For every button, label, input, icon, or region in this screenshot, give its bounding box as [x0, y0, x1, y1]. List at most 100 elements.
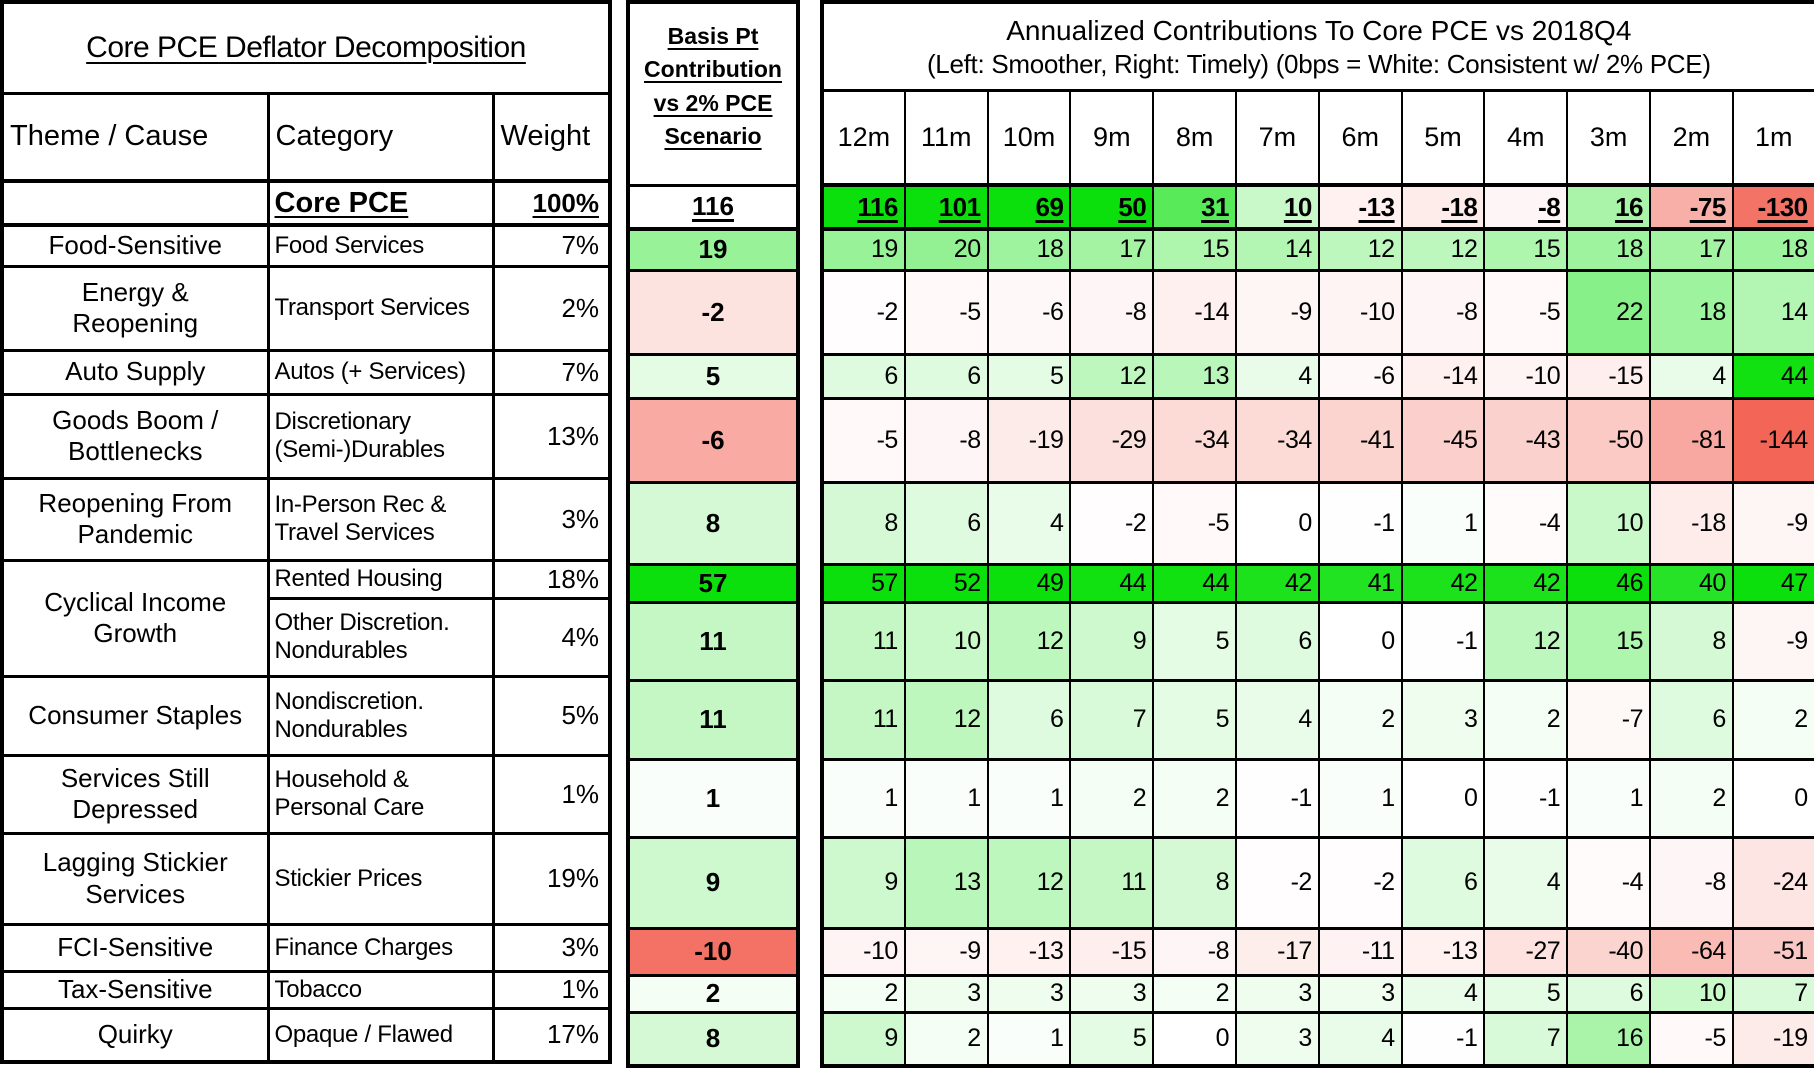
left-header-row: Theme / Cause Category Weight [0, 91, 612, 183]
core-value-cell: 69 [986, 183, 1072, 231]
value-cell: 4 [1235, 352, 1320, 400]
value-cell: -8 [1152, 926, 1237, 977]
basis-row: 1 [626, 757, 800, 839]
basis-row: -10 [626, 926, 800, 977]
theme-cell: Quirky [0, 1006, 270, 1064]
value-cell: 41 [1317, 562, 1403, 604]
value-cell: 1 [1317, 757, 1403, 839]
category-cell: Other Discretion. Nondurables [266, 596, 495, 678]
core-value-cell: -13 [1317, 183, 1403, 231]
value-row: -10 -9 -13 -15 -8 -17 -11 -13 -27 -40 -64 -51 [821, 926, 1814, 977]
value-row: 11 12 6 7 5 4 2 3 2 -7 6 2 [821, 678, 1814, 761]
value-cell: -64 [1648, 926, 1734, 977]
value-cell: -51 [1731, 926, 1814, 977]
table-row: Food-Sensitive Food Services 7% [0, 223, 612, 268]
value-cell: 2 [903, 1010, 989, 1068]
value-cell: 1 [1400, 480, 1486, 566]
value-cell: 9 [821, 1010, 906, 1068]
value-row: -5 -8 -19 -29 -34 -34 -41 -45 -43 -50 -81 -144 [821, 396, 1814, 484]
value-cell: -50 [1566, 396, 1651, 484]
value-cell: -9 [1731, 480, 1814, 566]
value-cell: -45 [1400, 396, 1486, 484]
value-cell: 5 [1069, 1010, 1155, 1068]
month-header: 10m [986, 88, 1072, 187]
value-cell: 7 [1483, 1010, 1569, 1068]
month-header-row: 12m 11m 10m 9m 8m 7m 6m 5m 4m 3m 2m 1m [821, 88, 1814, 187]
category-cell: Rented Housing [266, 558, 495, 600]
value-cell: 18 [1731, 227, 1814, 272]
value-cell: 18 [1648, 268, 1734, 356]
value-cell: 1 [986, 1010, 1072, 1068]
value-cell: -9 [1731, 600, 1814, 682]
basis-cell: 5 [626, 352, 800, 400]
value-cell: -1 [1400, 600, 1486, 682]
value-cell: -13 [986, 926, 1072, 977]
core-value-cell: -18 [1400, 183, 1486, 231]
value-cell: 7 [1069, 678, 1155, 761]
value-cell: -17 [1235, 926, 1320, 977]
theme-cell: Food-Sensitive [0, 223, 270, 268]
table-row: FCI-Sensitive Finance Charges 3% [0, 922, 612, 973]
basis-cell: 1 [626, 757, 800, 839]
value-cell: 40 [1648, 562, 1734, 604]
value-cell: 8 [1648, 600, 1734, 682]
value-cell: 6 [986, 678, 1072, 761]
weight-cell: 2% [491, 264, 612, 352]
value-row: 1 1 1 2 2 -1 1 0 -1 1 2 0 [821, 757, 1814, 839]
basis-row: 5 [626, 352, 800, 400]
value-cell: 9 [821, 835, 906, 930]
basis-row: 9 [626, 835, 800, 930]
value-row: 9 13 12 11 8 -2 -2 6 4 -4 -8 -24 [821, 835, 1814, 930]
month-header: 6m [1317, 88, 1403, 187]
value-row: 6 6 5 12 13 4 -6 -14 -10 -15 4 44 [821, 352, 1814, 400]
core-value-cell: -8 [1483, 183, 1569, 231]
value-cell: -13 [1400, 926, 1486, 977]
category-cell: Finance Charges [266, 922, 495, 973]
value-cell: 0 [1317, 600, 1403, 682]
value-cell: 3 [986, 973, 1072, 1014]
value-cell: 3 [1400, 678, 1486, 761]
value-cell: 49 [986, 562, 1072, 604]
theme-cell: Consumer Staples [0, 674, 270, 757]
category-cell: In-Person Rec & Travel Services [266, 476, 495, 562]
value-row: 11 10 12 9 5 6 0 -1 12 15 8 -9 [821, 600, 1814, 682]
month-header: 7m [1235, 88, 1320, 187]
value-cell: 6 [1566, 973, 1651, 1014]
value-row: 9 2 1 5 0 3 4 -1 7 16 -5 -19 [821, 1010, 1814, 1068]
value-cell: 14 [1235, 227, 1320, 272]
basis-cell: 19 [626, 227, 800, 272]
value-cell: -6 [1317, 352, 1403, 400]
value-cell: -5 [821, 396, 906, 484]
value-cell: -43 [1483, 396, 1569, 484]
value-cell: -9 [903, 926, 989, 977]
month-header: 12m [821, 88, 906, 187]
value-cell: 42 [1400, 562, 1486, 604]
value-cell: 2 [1317, 678, 1403, 761]
value-cell: 10 [1566, 480, 1651, 566]
value-cell: 11 [1069, 835, 1155, 930]
month-header: 4m [1483, 88, 1569, 187]
core-basis-cell: 116 [626, 183, 800, 231]
value-cell: 1 [903, 757, 989, 839]
value-cell: -4 [1483, 480, 1569, 566]
value-cell: 19 [821, 227, 906, 272]
value-cell: 5 [1152, 600, 1237, 682]
month-header: 1m [1731, 88, 1814, 187]
weight-cell: 19% [491, 831, 612, 926]
basis-row: 11 [626, 600, 800, 682]
value-cell: 2 [821, 973, 906, 1014]
basis-cell: 11 [626, 678, 800, 761]
value-cell: 10 [1648, 973, 1734, 1014]
value-cell: -4 [1566, 835, 1651, 930]
value-cell: -5 [1152, 480, 1237, 566]
theme-cell: Cyclical Income Growth [0, 558, 270, 678]
value-cell: 12 [1400, 227, 1486, 272]
basis-row: 57 [626, 562, 800, 604]
value-cell: 4 [1317, 1010, 1403, 1068]
value-cell: 13 [1152, 352, 1237, 400]
value-cell: -34 [1235, 396, 1320, 484]
table-row: Services Still Depressed Household & Pers… [0, 753, 612, 835]
value-cell: 3 [1235, 1010, 1320, 1068]
value-row: 19 20 18 17 15 14 12 12 15 18 17 18 [821, 227, 1814, 272]
weight-cell: 4% [491, 596, 612, 678]
